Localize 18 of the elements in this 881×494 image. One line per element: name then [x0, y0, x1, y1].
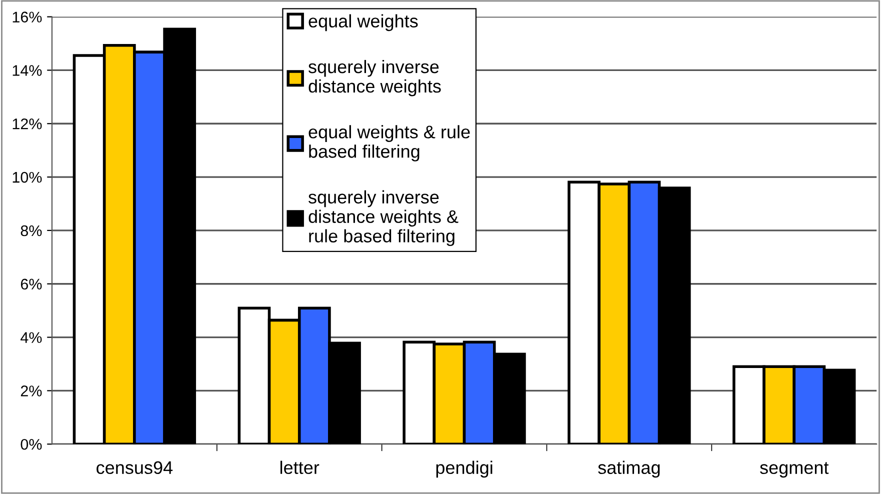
legend-label: equal weights & rule based filtering: [308, 125, 470, 162]
legend-label: equal weights: [308, 14, 418, 32]
y-tick-label: 0%: [20, 438, 42, 450]
x-tick-label: segment: [760, 462, 829, 478]
y-tick-label: 10%: [12, 172, 42, 183]
x-tick-label: satimag: [598, 460, 660, 478]
y-tick-label: 4%: [20, 332, 42, 343]
x-tick-label: letter: [280, 460, 320, 474]
x-tick-label: census94: [96, 461, 173, 474]
legend-label: squerely inverse distance weights & rule based filtering: [308, 190, 458, 246]
y-tick-label: 6%: [20, 278, 42, 290]
y-tick-label: 12%: [12, 118, 42, 130]
y-tick-label: 8%: [20, 225, 42, 236]
legend-label: squerely inverse distance weights: [308, 60, 441, 96]
y-tick-label: 2%: [20, 386, 42, 396]
x-tick-label: pendigi: [436, 460, 492, 478]
y-tick-label: 14%: [12, 65, 42, 76]
y-tick-label: 16%: [12, 12, 42, 22]
